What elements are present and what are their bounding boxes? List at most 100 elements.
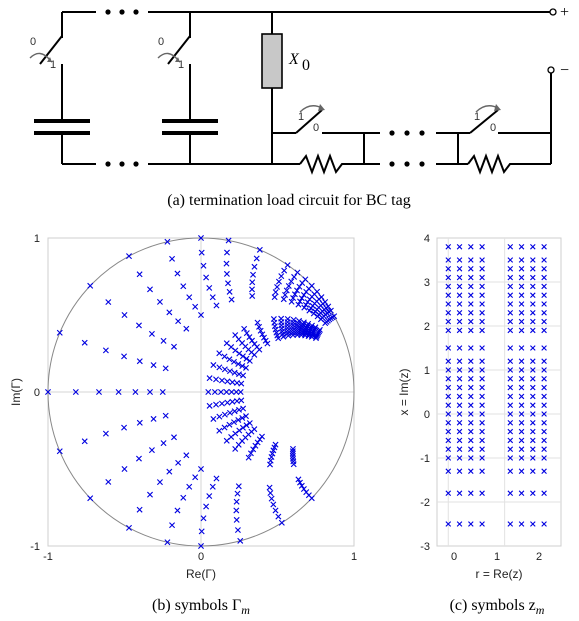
gamma-point-42 [281, 267, 288, 274]
gamma-point-348 [240, 372, 247, 379]
plus-terminal [549, 8, 557, 16]
z-point-181 [530, 244, 536, 250]
z-point-172 [530, 327, 536, 334]
z-point-157 [530, 490, 536, 496]
gamma-point-53 [272, 507, 279, 514]
z-point-139 [518, 402, 525, 408]
plot-c: 0 1 2 4 3 2 1 0 -1 -2 -3 r = Re(z) x = I… [397, 233, 562, 617]
z-point-28 [456, 468, 463, 474]
gamma-point-190 [205, 389, 212, 395]
z-point-115 [507, 384, 514, 391]
gamma-point-243 [218, 377, 225, 384]
gamma-point-235 [268, 454, 275, 460]
z-point-165 [530, 402, 536, 408]
b-xtick-0: -1 [43, 551, 53, 563]
z-point-192 [541, 393, 547, 400]
gamma-point-238 [232, 430, 239, 437]
z-point-198 [541, 327, 547, 334]
z-point-99 [479, 283, 485, 290]
gamma-point-138 [147, 389, 153, 395]
z-point-68 [468, 327, 474, 334]
gamma-point-143 [209, 294, 216, 301]
gamma-point-44 [299, 280, 306, 287]
gamma-point-288 [254, 439, 261, 446]
z-point-182 [541, 521, 547, 527]
gamma-point-305 [289, 327, 296, 334]
z-point-166 [530, 393, 536, 400]
svg-text:0: 0 [30, 36, 36, 48]
gamma-point-89 [156, 298, 163, 305]
z-point-135 [518, 437, 525, 444]
z-point-107 [507, 455, 514, 461]
gamma-point-324 [243, 355, 250, 362]
c-ylabel: x = Im(z) [397, 368, 411, 415]
z-point-207 [541, 244, 547, 250]
z-point-105 [507, 490, 514, 496]
gamma-point-350 [246, 357, 253, 364]
z-point-32 [456, 428, 463, 435]
gamma-point-1 [278, 519, 285, 526]
c-xtick-1: 1 [494, 551, 500, 563]
z-point-96 [479, 310, 485, 316]
z-point-84 [479, 428, 485, 435]
gamma-point-120 [274, 283, 281, 290]
c-xtick-0: 0 [451, 551, 457, 563]
z-point-67 [468, 345, 474, 351]
z-point-76 [468, 257, 474, 263]
z-point-114 [507, 393, 514, 400]
gamma-point-342 [246, 420, 253, 427]
gamma-point-69 [288, 278, 295, 285]
gamma-point-320 [233, 389, 240, 395]
z-point-153 [518, 266, 525, 272]
c-xlabel: r = Re(z) [475, 567, 522, 581]
gamma-point-295 [229, 379, 236, 386]
gamma-point-345 [238, 397, 245, 404]
gamma-point-275 [259, 331, 266, 338]
z-point-92 [479, 358, 485, 364]
gamma-point-58 [121, 466, 128, 472]
resistor-stage-1: 1 0 [272, 104, 380, 175]
z-point-175 [530, 301, 536, 307]
z-point-78 [479, 521, 485, 527]
z-point-51 [456, 244, 463, 250]
z-point-149 [518, 301, 525, 307]
gamma-point-117 [206, 284, 213, 291]
z-point-29 [456, 455, 463, 461]
gamma-point-31 [136, 506, 143, 513]
gamma-point-291 [235, 416, 242, 423]
z-point-44 [456, 310, 463, 316]
gamma-point-109 [166, 468, 173, 475]
gamma-point-86 [115, 389, 122, 395]
gamma-point-172 [271, 294, 278, 301]
gamma-point-244 [221, 366, 228, 373]
ellipsis-top [105, 9, 139, 15]
gamma-point-215 [213, 401, 220, 408]
z-point-145 [518, 345, 525, 351]
load-x0: X 0 [261, 12, 310, 164]
gamma-point-132 [234, 490, 241, 497]
plot-c-markers [445, 244, 547, 527]
gamma-point-71 [303, 288, 310, 295]
gamma-point-189 [206, 402, 213, 409]
z-point-86 [479, 411, 485, 417]
z-point-80 [479, 468, 485, 474]
svg-text:1: 1 [50, 59, 56, 71]
z-point-187 [541, 437, 547, 444]
gamma-point-14 [225, 237, 232, 244]
gamma-point-52 [303, 489, 310, 496]
z-point-41 [456, 345, 463, 351]
gamma-point-191 [206, 375, 213, 382]
z-point-186 [541, 446, 547, 452]
gamma-point-217 [213, 376, 220, 383]
gamma-point-293 [229, 398, 236, 405]
gamma-point-15 [256, 246, 263, 253]
gamma-point-241 [218, 400, 225, 407]
gamma-point-173 [280, 296, 287, 303]
z-point-178 [530, 274, 536, 281]
z-point-110 [507, 428, 514, 435]
z-point-174 [530, 310, 536, 316]
z-point-73 [468, 283, 474, 290]
z-point-11 [445, 384, 452, 391]
z-point-122 [507, 310, 514, 316]
